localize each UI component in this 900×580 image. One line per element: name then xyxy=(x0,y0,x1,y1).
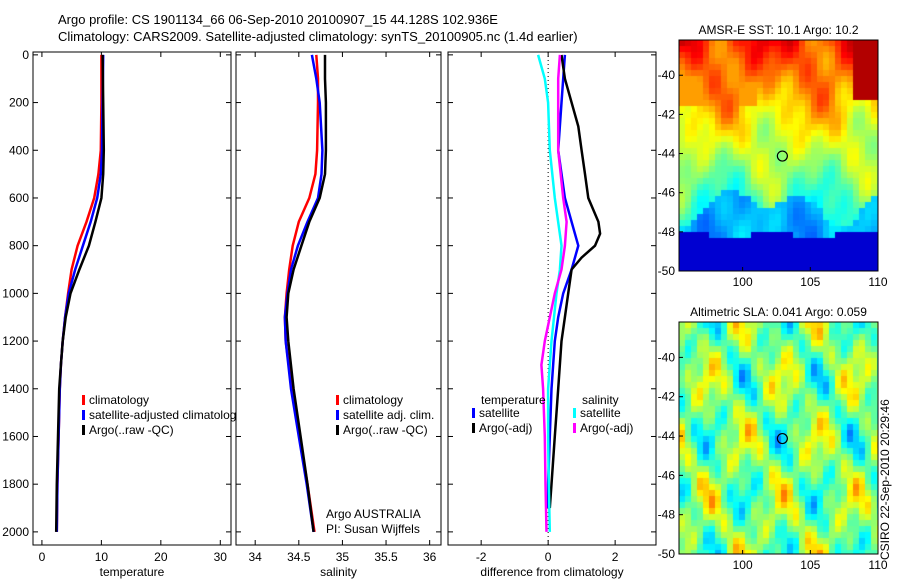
y-tick-label: -46 xyxy=(658,468,676,482)
x-tick-label: 34 xyxy=(249,550,263,564)
annotation: PI: Susan Wijffels xyxy=(326,522,420,536)
y-tick-label: 200 xyxy=(9,96,29,110)
y-tick-label: -44 xyxy=(658,147,676,161)
x-axis-label: difference from climatology xyxy=(480,565,623,579)
series-line-argo-raw-qc- xyxy=(285,54,328,533)
x-tick-label: 35 xyxy=(336,550,350,564)
legend-title: temperature xyxy=(481,393,546,407)
profile-panel-0: 0 10 20 30 temperature 0 200 400 600 800 1000 1200 1… xyxy=(2,48,242,579)
legend-swatch xyxy=(472,423,475,433)
y-tick-label: 1000 xyxy=(2,286,29,300)
legend-label: climatology xyxy=(343,393,403,407)
map-axes-1: Altimetric SLA: 0.041 Argo: 0.059 100 105 1… xyxy=(658,305,888,572)
series-line-satellite-adj-clim- xyxy=(283,54,324,533)
legend-swatch xyxy=(336,425,339,435)
legend-label: Argo(..raw -QC) xyxy=(89,423,174,437)
map-title: Altimetric SLA: 0.041 Argo: 0.059 xyxy=(690,305,867,319)
legend-label: climatology xyxy=(89,393,149,407)
legend-label: Argo(-adj) xyxy=(479,421,532,435)
y-tick-label: -42 xyxy=(658,107,676,121)
x-tick-label: 35.5 xyxy=(374,550,398,564)
title-line-2: Climatology: CARS2009. Satellite-adjuste… xyxy=(58,29,578,44)
y-tick-label: 0 xyxy=(22,48,29,62)
axes-box xyxy=(32,51,232,546)
series-line-salinity-satellite xyxy=(536,54,563,532)
legend-swatch xyxy=(336,395,339,405)
legend-swatch xyxy=(82,395,85,405)
y-tick-label: 1400 xyxy=(2,382,29,396)
map-box xyxy=(678,39,879,272)
x-tick-label: 30 xyxy=(214,550,228,564)
y-tick-label: 1800 xyxy=(2,477,29,491)
x-tick-label: 34.5 xyxy=(287,550,311,564)
sla-map xyxy=(679,322,878,554)
series-line-salinity-argo-adj- xyxy=(540,54,568,532)
x-tick-label: 110 xyxy=(868,558,887,572)
y-tick-label: 1600 xyxy=(2,429,29,443)
legend-label: satellite xyxy=(479,406,520,420)
x-tick-label: 2 xyxy=(612,550,619,564)
y-tick-label: 400 xyxy=(9,143,29,157)
legend-swatch xyxy=(472,408,475,418)
legend-swatch xyxy=(573,408,576,418)
x-tick-label: 20 xyxy=(154,550,168,564)
legend-label: satellite-adjusted climatology xyxy=(89,408,242,422)
sst-map xyxy=(679,40,878,271)
y-tick-label: -50 xyxy=(658,264,676,278)
x-axis-label: temperature xyxy=(100,565,165,579)
x-tick-label: 0 xyxy=(545,550,552,564)
y-tick-label: 600 xyxy=(9,191,29,205)
map-axes-0: AMSR-E SST: 10.1 Argo: 10.2 100 105 110 -40 -… xyxy=(658,23,888,289)
y-tick-label: 800 xyxy=(9,239,29,253)
x-tick-label: 105 xyxy=(800,558,820,572)
x-tick-label: 10 xyxy=(95,550,109,564)
series-line-argo-raw-qc- xyxy=(54,54,106,532)
map-title: AMSR-E SST: 10.1 Argo: 10.2 xyxy=(698,23,858,37)
argo-location-marker xyxy=(776,432,788,445)
y-tick-label: -46 xyxy=(658,186,676,200)
y-tick-label: -40 xyxy=(658,350,676,364)
y-tick-label: -48 xyxy=(658,225,676,239)
argo-location-marker xyxy=(776,150,788,162)
x-tick-label: 105 xyxy=(800,275,820,289)
y-tick-label: -42 xyxy=(658,390,676,404)
legend-swatch xyxy=(336,410,339,420)
legend-title: salinity xyxy=(582,393,619,407)
y-tick-label: 2000 xyxy=(2,525,29,539)
annotation: Argo AUSTRALIA xyxy=(326,507,421,521)
title-line-1: Argo profile: CS 1901134_66 06-Sep-2010 … xyxy=(58,12,498,27)
legend-label: satellite adj. clim. xyxy=(343,408,434,422)
legend-swatch xyxy=(82,425,85,435)
footer-timestamp: CSIRO 22-Sep-2010 20:29:46 xyxy=(878,399,892,560)
y-tick-label: 1200 xyxy=(2,334,29,348)
x-tick-label: 36 xyxy=(423,550,437,564)
x-tick-label: -2 xyxy=(476,550,487,564)
axes-box xyxy=(447,51,657,546)
x-tick-label: 0 xyxy=(39,550,46,564)
y-tick-label: -44 xyxy=(658,429,676,443)
x-tick-label: 100 xyxy=(733,275,753,289)
legend-label: Argo(-adj) xyxy=(580,421,633,435)
legend-swatch xyxy=(82,410,85,420)
y-tick-label: -40 xyxy=(658,68,676,82)
legend-label: Argo(..raw -QC) xyxy=(343,423,428,437)
x-axis-label: salinity xyxy=(320,565,357,579)
series-line-temperature-argo-adj- xyxy=(548,54,602,509)
x-tick-label: 100 xyxy=(733,558,753,572)
y-tick-label: -50 xyxy=(658,547,676,561)
x-tick-label: 110 xyxy=(868,275,887,289)
axes-box xyxy=(235,51,442,546)
legend-label: satellite xyxy=(580,406,621,420)
legend-swatch xyxy=(573,423,576,433)
y-tick-label: -48 xyxy=(658,508,676,522)
profile-panel-1: 34 34.5 35 35.5 36 salinity climatologysatelli… xyxy=(235,51,442,579)
map-box xyxy=(678,321,879,555)
